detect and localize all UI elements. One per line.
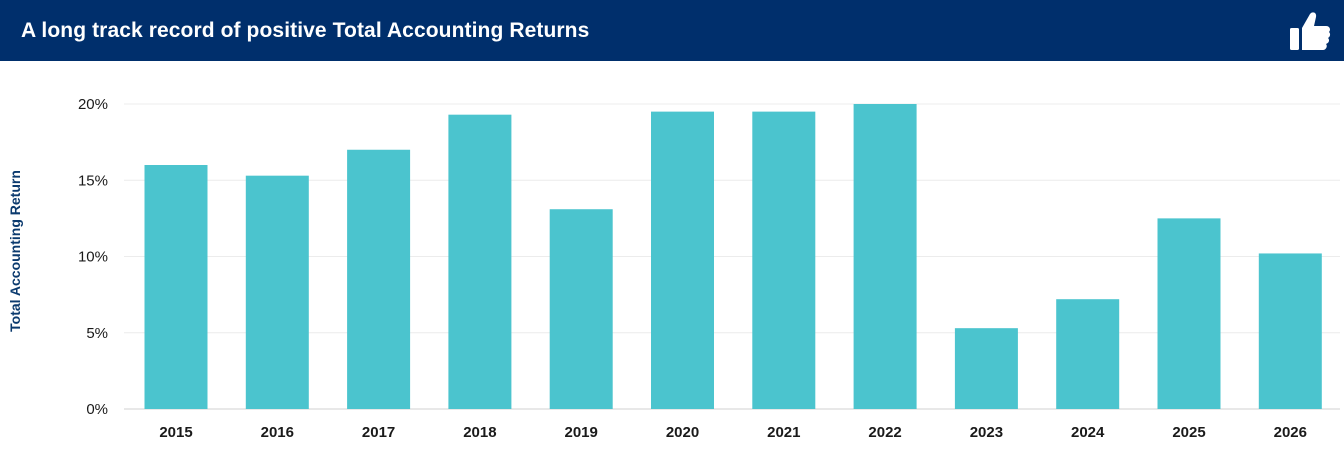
x-tick-label-2017: 2017	[362, 424, 395, 441]
bar-2019	[549, 209, 613, 409]
chart-title: A long track record of positive Total Ac…	[21, 18, 590, 42]
x-tick-label-2019: 2019	[565, 424, 598, 441]
bar-2026	[1258, 253, 1322, 409]
x-tick-label-2023: 2023	[970, 424, 1003, 441]
bar-2020	[651, 111, 714, 409]
y-tick-label: 15%	[78, 172, 108, 189]
x-tick-label-2016: 2016	[261, 424, 294, 441]
x-tick-label-2024: 2024	[1071, 424, 1105, 441]
bars	[144, 104, 1322, 410]
x-tick-label-2022: 2022	[868, 424, 901, 441]
y-tick-label: 10%	[78, 249, 108, 266]
y-tick-label: 5%	[86, 325, 108, 342]
x-tick-label-2026: 2026	[1274, 424, 1307, 441]
bar-2021	[752, 111, 816, 409]
x-tick-label-2025: 2025	[1172, 424, 1205, 441]
x-tick-label-2021: 2021	[767, 424, 800, 441]
y-axis-label: Total Accounting Return	[7, 170, 23, 332]
x-tick-label-2015: 2015	[159, 424, 192, 441]
header-bar: A long track record of positive Total Ac…	[0, 0, 1344, 61]
bar-2017	[347, 149, 411, 409]
bar-2023	[954, 328, 1018, 409]
x-axis-ticks: 2015 2016 2017 2018 2019 2020 2021 2022 2023 2024…	[159, 424, 1307, 441]
bar-2018	[448, 114, 512, 410]
bar-chart: 0%5%10%15%20% 2015 2016 2017 2018 2019 2020 20…	[7, 96, 1340, 441]
thumbs-up-icon	[1290, 12, 1331, 50]
bar-2015	[144, 165, 208, 409]
chart-area: 0% 5% 10% 15% 20% 2015 2016 2017 2018 2019 2020 20…	[0, 61, 1344, 444]
y-tick-label: 20%	[78, 96, 108, 113]
x-tick-label-2018: 2018	[463, 424, 496, 441]
bar-2016	[245, 175, 309, 409]
bar-2022	[853, 104, 917, 409]
gridlines	[124, 103, 1340, 410]
y-tick-label: 0%	[86, 401, 108, 418]
bar-2024	[1056, 299, 1120, 409]
bar-2025	[1157, 218, 1221, 409]
x-tick-label-2020: 2020	[666, 424, 699, 441]
y-axis-ticks: 0% 5% 10% 15% 20%	[78, 96, 108, 418]
